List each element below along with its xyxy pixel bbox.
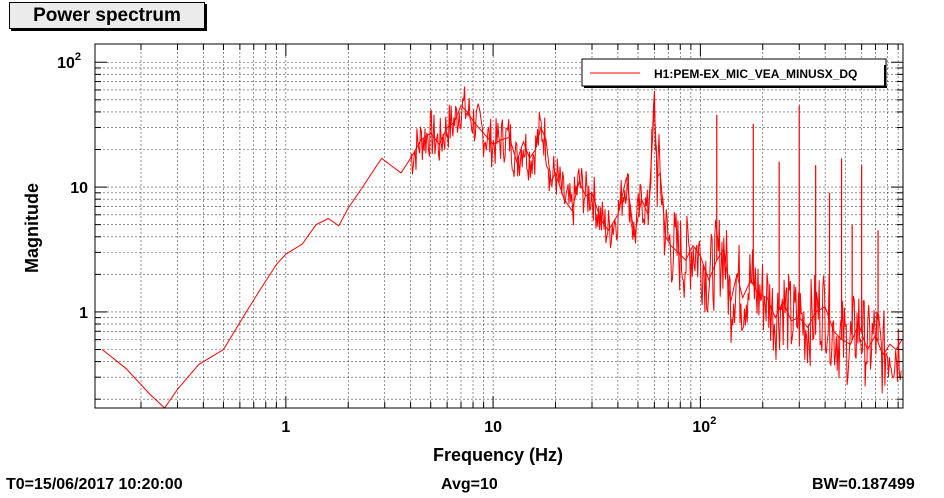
t0-timestamp: T0=15/06/2017 10:20:00 [6,476,183,493]
legend-label: H1:PEM-EX_MIC_VEA_MINUSX_DQ [654,67,857,81]
spectrum-noise [410,86,902,394]
legend: H1:PEM-EX_MIC_VEA_MINUSX_DQ [581,58,887,88]
spectrum-line [101,104,903,409]
x-tick-label: 102 [692,415,716,436]
x-tick-label: 1 [281,419,290,436]
y-tick-label: 10 [70,180,88,197]
tick-labels: 1 10 102 1 10 102 [57,51,716,436]
bandwidth: BW=0.187499 [812,476,915,493]
y-tick-label: 102 [57,51,81,72]
window-title: Power spectrum [9,2,205,29]
x-tick-label: 10 [484,419,502,436]
spectrum-trace [101,86,903,409]
plot-frame [94,43,904,409]
x-axis-label: Frequency (Hz) [433,445,563,465]
y-tick-label: 1 [79,305,88,322]
axis-ticks [95,44,903,408]
grid-lines [95,44,903,408]
y-axis-label: Magnitude [22,183,42,273]
power-spectrum-chart: 1 10 102 1 10 102 Frequency (Hz) Magnitude H1… [22,43,904,465]
avg-count: Avg=10 [441,476,498,493]
